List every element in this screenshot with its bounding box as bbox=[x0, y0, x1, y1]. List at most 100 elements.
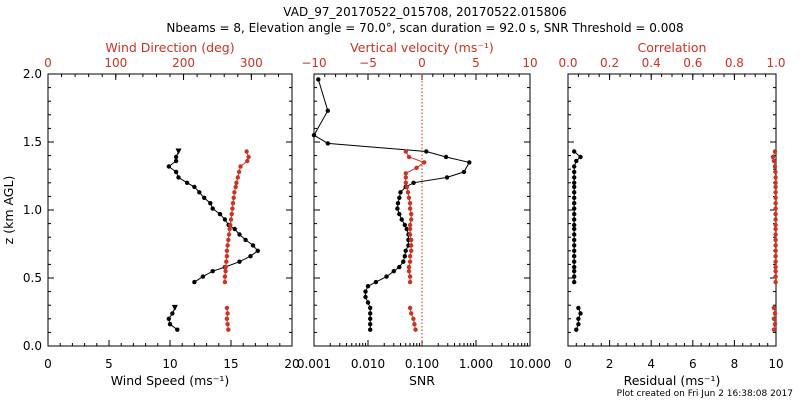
snr-series-0-point bbox=[411, 180, 416, 185]
wind-series-1-point bbox=[166, 316, 171, 321]
wind-series-0-point bbox=[248, 254, 253, 259]
wind-bottom-tick-label: 0 bbox=[44, 357, 52, 371]
snr-series-0-point bbox=[402, 254, 407, 259]
residual-series-0-point bbox=[572, 206, 577, 211]
snr-series-1-point bbox=[407, 254, 413, 259]
snr-series-1-point bbox=[406, 269, 412, 274]
wind-series-1-point bbox=[171, 304, 178, 311]
wind-top-tick-label: 100 bbox=[104, 56, 127, 70]
residual-bottom-tick-label: 0 bbox=[564, 357, 572, 371]
snr-series-0-point bbox=[363, 289, 368, 294]
residual-series-0-point bbox=[574, 158, 579, 164]
wind-series-2-point bbox=[229, 211, 234, 217]
y-tick-label: 0.5 bbox=[23, 271, 42, 285]
wind-series-2-point bbox=[236, 169, 242, 175]
snr-series-1-point bbox=[407, 201, 413, 206]
y-tick-label: 1.0 bbox=[23, 203, 42, 217]
residual-series-2-point bbox=[773, 237, 778, 243]
snr-series-0-point bbox=[316, 77, 321, 82]
residual-top-tick-label: 0.0 bbox=[558, 56, 577, 70]
snr-series-0-point bbox=[368, 311, 373, 316]
snr-top-tick-label: −5 bbox=[359, 56, 377, 70]
wind-series-2-point bbox=[228, 217, 234, 222]
residual-series-0-point bbox=[572, 169, 577, 175]
wind-series-2-point bbox=[235, 175, 240, 180]
residual-series-0-point bbox=[572, 248, 577, 253]
wind-series-2-point bbox=[225, 243, 230, 248]
y-tick-label: 2.0 bbox=[23, 67, 42, 81]
snr-series-0-point bbox=[404, 226, 409, 232]
snr-series-0-point bbox=[403, 248, 408, 253]
residual-xlabel: Residual (ms⁻¹) bbox=[624, 373, 721, 388]
wind-top-tick-label: 0 bbox=[44, 56, 52, 70]
residual-series-0-point bbox=[572, 254, 577, 259]
wind-series-0-point bbox=[250, 243, 256, 248]
residual-series-1-point bbox=[574, 327, 579, 332]
residual-series-0-point bbox=[572, 269, 577, 274]
wind-series-2-point bbox=[231, 195, 236, 200]
snr-series-2-point bbox=[412, 322, 417, 327]
residual-series-3-point bbox=[772, 311, 778, 316]
wind-series-0-point bbox=[173, 158, 179, 164]
snr-series-1-point bbox=[406, 195, 412, 200]
wind-series-0-point bbox=[237, 259, 242, 264]
residual-series-3-point bbox=[771, 305, 777, 311]
residual-series-2-point bbox=[773, 184, 778, 190]
snr-top-label: Vertical velocity (ms⁻¹) bbox=[350, 40, 494, 55]
residual-series-2-point bbox=[773, 195, 778, 200]
residual-series-2-point bbox=[773, 175, 778, 180]
snr-series-0-point bbox=[325, 141, 330, 146]
snr-xlabel: SNR bbox=[409, 373, 435, 388]
wind-series-0-point bbox=[166, 164, 171, 169]
residual-bottom-tick-label: 4 bbox=[647, 357, 655, 371]
snr-series-0-point bbox=[467, 160, 472, 165]
wind-series-2-point bbox=[227, 226, 232, 232]
residual-series-2-point bbox=[773, 274, 778, 279]
wind-series-3-point bbox=[225, 311, 230, 316]
wind-series-0-line bbox=[167, 151, 259, 283]
wind-series-0-point bbox=[255, 248, 260, 253]
snr-series-0-point bbox=[368, 316, 373, 321]
wind-series-0-point bbox=[202, 195, 207, 200]
residual-series-0-point bbox=[572, 274, 577, 279]
y-axis-label: z (km AGL) bbox=[1, 176, 16, 245]
snr-bottom-tick-label: 10.000 bbox=[509, 357, 551, 371]
wind-series-0-point bbox=[192, 279, 197, 285]
wind-series-2-point bbox=[245, 158, 250, 164]
snr-series-1-point bbox=[409, 243, 414, 248]
residual-series-0-point bbox=[572, 237, 577, 243]
snr-series-1-point bbox=[403, 171, 408, 176]
wind-bottom-tick-label: 10 bbox=[162, 357, 177, 371]
snr-series-0-point bbox=[399, 217, 404, 222]
snr-series-1-point bbox=[409, 211, 414, 217]
wind-series-2-point bbox=[226, 232, 232, 237]
residual-series-0-point bbox=[572, 184, 577, 190]
snr-series-1-point bbox=[409, 217, 414, 222]
y-tick-label: 1.5 bbox=[23, 135, 42, 149]
snr-series-2-point bbox=[407, 305, 413, 311]
snr-series-0-point bbox=[384, 274, 389, 279]
snr-series-2-point bbox=[413, 327, 418, 332]
wind-series-2-point bbox=[232, 190, 237, 195]
residual-bottom-tick-label: 8 bbox=[731, 357, 739, 371]
wind-series-0-point bbox=[175, 148, 182, 155]
snr-top-tick-label: 5 bbox=[472, 56, 480, 70]
wind-series-2-point bbox=[226, 237, 231, 243]
wind-series-2-point bbox=[246, 154, 251, 160]
snr-series-1-point bbox=[403, 175, 408, 180]
residual-series-2-point bbox=[773, 206, 778, 211]
residual-series-2-point bbox=[770, 154, 776, 160]
snr-series-0-point bbox=[363, 294, 368, 300]
wind-top-label: Wind Direction (deg) bbox=[105, 40, 234, 55]
residual-series-0-point bbox=[572, 217, 577, 222]
residual-series-0-point bbox=[572, 211, 577, 217]
wind-series-0-point bbox=[237, 232, 242, 237]
residual-top-label: Correlation bbox=[638, 40, 707, 55]
residual-series-2-point bbox=[773, 248, 778, 253]
residual-top-tick-label: 0.6 bbox=[683, 56, 702, 70]
residual-top-tick-label: 0.8 bbox=[725, 56, 744, 70]
wind-bottom-tick-label: 20 bbox=[284, 357, 299, 371]
wind-series-0-point bbox=[243, 237, 248, 243]
snr-series-0-point bbox=[397, 211, 402, 217]
